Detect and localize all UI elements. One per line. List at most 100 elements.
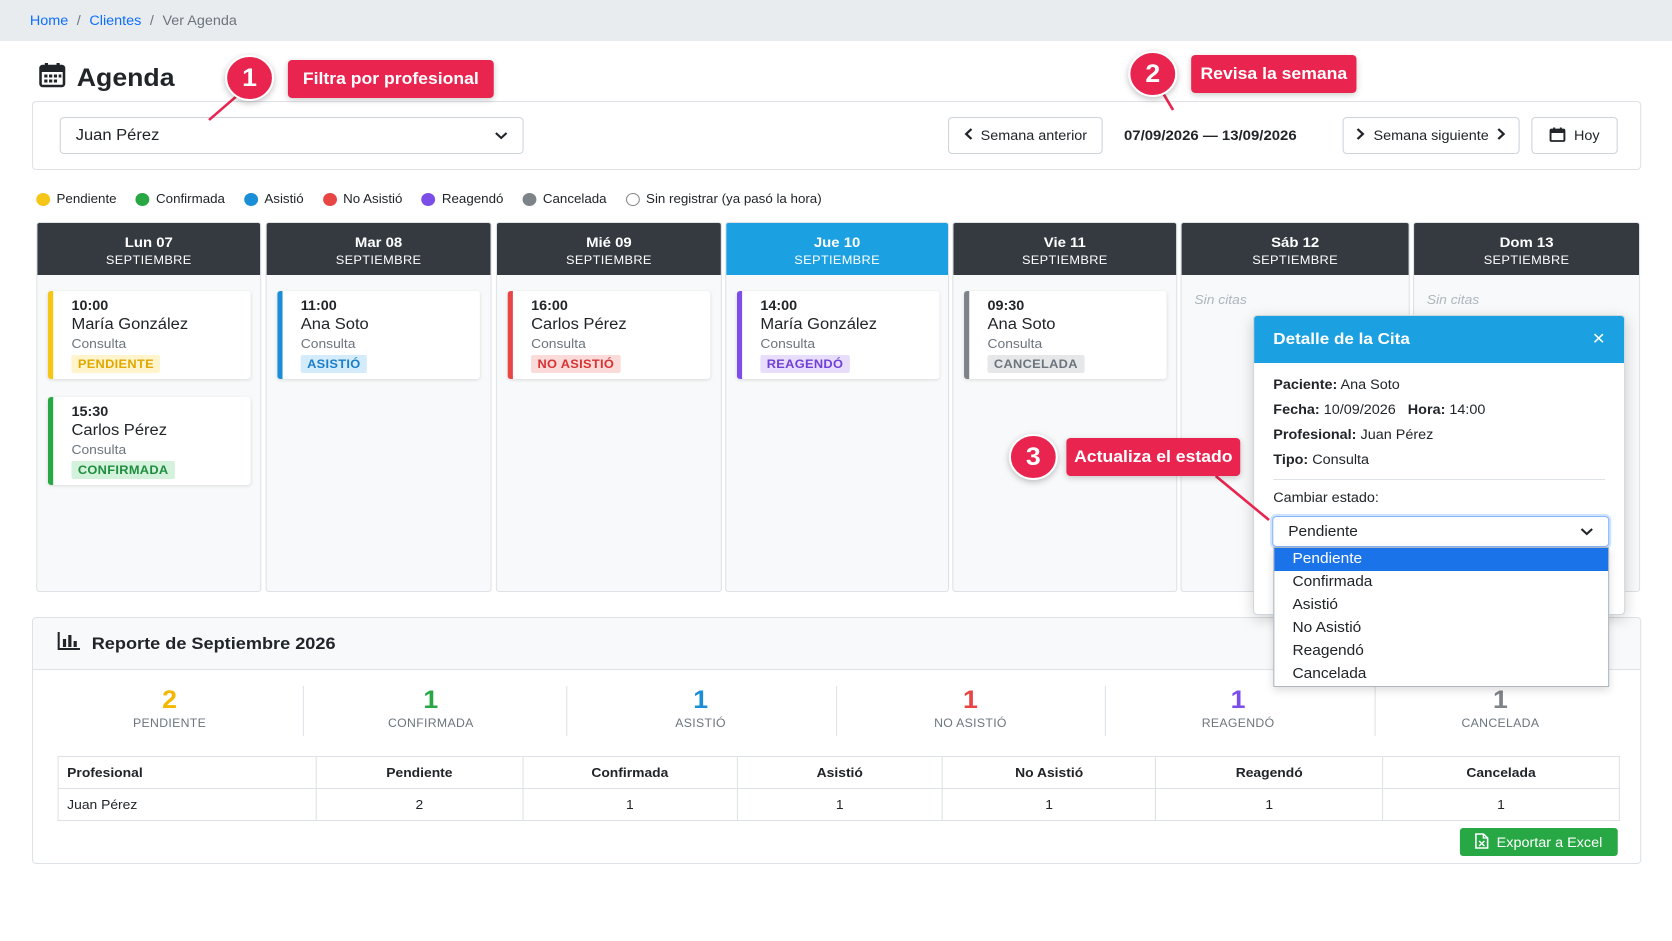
legend-item: Reagendó	[421, 192, 503, 206]
table-header-cell: Asistió	[736, 756, 944, 789]
appointment-card[interactable]: 15:30 Carlos Pérez Consulta CONFIRMADA	[47, 397, 251, 485]
day-column: Mié 09 SEPTIEMBRE 16:00 Carlos Pérez Consult…	[495, 222, 722, 592]
appointment-time: 11:00	[300, 298, 337, 313]
appointment-card[interactable]: 14:00 María González Consulta REAGENDÓ	[736, 291, 940, 379]
status-badge: REAGENDÓ	[760, 355, 850, 373]
prev-week-button[interactable]: Semana anterior	[948, 117, 1103, 154]
report-table: Profesional Pendiente Confirmada Asistió No …	[57, 756, 1620, 821]
legend-item: Cancelada	[522, 192, 607, 206]
modal-patient-row: Paciente: Ana Soto	[1273, 377, 1605, 392]
day-month: SEPTIEMBRE	[566, 253, 652, 267]
report-stat: 1 CONFIRMADA	[298, 686, 565, 730]
table-header-cell: Reagendó	[1155, 756, 1384, 789]
export-excel-button[interactable]: Exportar a Excel	[1459, 828, 1618, 856]
appointment-patient: Carlos Pérez	[71, 422, 167, 439]
modal-title: Detalle de la Cita	[1273, 330, 1410, 348]
day-header: Jue 10 SEPTIEMBRE	[726, 223, 949, 275]
callout-review-week: Revisa la semana	[1191, 55, 1357, 93]
breadcrumb-current: Ver Agenda	[162, 13, 237, 28]
professional-select[interactable]: Juan Pérez	[59, 117, 524, 154]
status-dropdown-list: Pendiente Confirmada Asistió No Asistió Reag…	[1273, 547, 1610, 687]
patient-value: Ana Soto	[1340, 377, 1400, 392]
status-option[interactable]: No Asistió	[1292, 620, 1362, 636]
file-excel-icon	[1475, 832, 1489, 852]
legend-dot	[322, 192, 337, 206]
day-month: SEPTIEMBRE	[105, 253, 192, 267]
status-badge: CONFIRMADA	[71, 461, 175, 479]
appointment-card[interactable]: 10:00 María González Consulta PENDIENTE	[47, 291, 251, 379]
day-header: Sáb 12 SEPTIEMBRE	[1181, 223, 1409, 275]
professional-value: Juan Pérez	[1360, 427, 1434, 442]
report-stat: 1 REAGENDÓ	[1105, 686, 1372, 730]
day-header: Vie 11 SEPTIEMBRE	[953, 223, 1177, 275]
stat-label: PENDIENTE	[133, 718, 207, 730]
stat-number: 1	[1493, 686, 1508, 714]
stat-label: CANCELADA	[1461, 718, 1540, 730]
table-cell: 2	[315, 788, 524, 821]
legend-label: Pendiente	[56, 192, 117, 206]
report-title: Reporte de Septiembre 2026	[91, 633, 336, 653]
appointment-card[interactable]: 11:00 Ana Soto Consulta ASISTIÓ	[277, 291, 480, 379]
legend-dot	[244, 192, 259, 206]
week-range: 07/09/2026 — 13/09/2026	[1123, 127, 1297, 143]
table-cell: 1	[1382, 788, 1620, 821]
type-label: Tipo:	[1273, 452, 1309, 467]
status-option[interactable]: Confirmada	[1292, 574, 1373, 590]
stat-label: ASISTIÓ	[675, 718, 726, 730]
breadcrumb-home-link[interactable]: Home	[29, 13, 69, 28]
stat-label: REAGENDÓ	[1201, 718, 1275, 730]
stat-divider	[566, 686, 568, 736]
day-column: Mar 08 SEPTIEMBRE 11:00 Ana Soto Consulta ASI…	[265, 222, 492, 592]
day-name: Jue 10	[813, 234, 861, 250]
legend-item: Confirmada	[135, 192, 225, 206]
appointment-card[interactable]: 16:00 Carlos Pérez Consulta NO ASISTIÓ	[507, 291, 711, 379]
appointment-type: Consulta	[300, 336, 356, 351]
stat-number: 1	[693, 686, 709, 714]
report-stat: 1 CANCELADA	[1367, 686, 1634, 730]
today-button[interactable]: Hoy	[1531, 117, 1618, 154]
stat-divider	[1374, 686, 1376, 736]
legend-label: Confirmada	[156, 192, 225, 206]
prev-week-label: Semana anterior	[980, 128, 1088, 143]
callout-filter-professional: Filtra por profesional	[287, 60, 494, 98]
modal-professional-row: Profesional: Juan Pérez	[1273, 427, 1605, 442]
status-select[interactable]: Pendiente	[1272, 516, 1610, 547]
export-label: Exportar a Excel	[1496, 834, 1603, 850]
breadcrumb: Home / Clientes / Ver Agenda	[0, 0, 1672, 41]
stat-number: 1	[963, 686, 978, 714]
close-icon[interactable]: ×	[1592, 328, 1605, 350]
calendar-icon	[1549, 127, 1566, 145]
time-value: 14:00	[1449, 402, 1486, 417]
professional-select-value: Juan Pérez	[75, 126, 160, 144]
status-select-value: Pendiente	[1288, 523, 1358, 540]
stat-number: 2	[162, 686, 177, 714]
page-title: Agenda	[38, 62, 175, 95]
status-option[interactable]: Cancelada	[1292, 666, 1367, 682]
table-cell: Juan Pérez	[57, 788, 317, 821]
appointment-patient: Ana Soto	[300, 316, 369, 333]
status-option[interactable]: Reagendó	[1292, 643, 1364, 659]
table-cell: 1	[522, 788, 738, 821]
appointment-card[interactable]: 09:30 Ana Soto Consulta CANCELADA	[964, 291, 1167, 379]
legend-label: Sin registrar (ya pasó la hora)	[646, 192, 822, 206]
report-stat: 1 NO ASISTIÓ	[837, 686, 1104, 730]
next-week-button[interactable]: Semana siguiente	[1342, 117, 1520, 154]
professional-label: Profesional:	[1273, 427, 1357, 442]
status-option[interactable]: Pendiente	[1274, 548, 1609, 571]
chevron-down-icon	[495, 127, 508, 145]
legend-dot	[36, 192, 51, 206]
day-column: Lun 07 SEPTIEMBRE 10:00 María González Consu…	[36, 222, 262, 592]
appointment-type: Consulta	[531, 336, 586, 351]
status-badge: PENDIENTE	[71, 355, 161, 373]
day-name: Lun 07	[124, 234, 173, 250]
status-option[interactable]: Asistió	[1292, 597, 1339, 613]
legend-dot	[625, 192, 640, 206]
report-stat: 1 ASISTIÓ	[567, 686, 834, 730]
table-header-cell: Pendiente	[315, 756, 524, 789]
breadcrumb-clients-link[interactable]: Clientes	[89, 13, 142, 28]
day-header: Mié 09 SEPTIEMBRE	[496, 223, 721, 275]
page-title-text: Agenda	[76, 64, 175, 92]
day-name: Vie 11	[1043, 234, 1086, 250]
table-row: Juan Pérez 2 1 1 1 1 1	[57, 788, 1620, 821]
report-stat: 2 PENDIENTE	[36, 686, 303, 730]
